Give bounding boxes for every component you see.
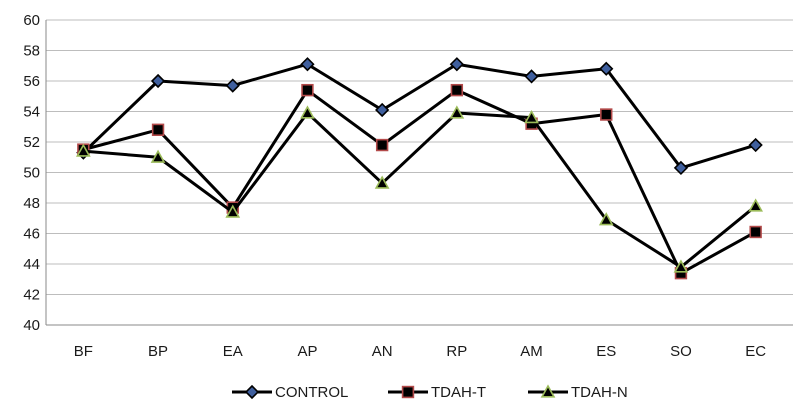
legend-item-control: CONTROL: [232, 384, 348, 401]
x-tick-label-am: AM: [520, 343, 543, 360]
legend-label-control: CONTROL: [275, 384, 348, 401]
y-tick-label: 60: [23, 12, 40, 29]
x-tick-label-es: ES: [596, 343, 616, 360]
series-group: [75, 57, 764, 280]
series-line-tdah-t: [82, 88, 757, 275]
y-tick-label: 56: [23, 73, 40, 90]
y-axis-ticks: 40 42 44 46 48 50 52 54 56 58 60: [23, 12, 40, 334]
data-point-tdah-t-ec: [749, 225, 762, 239]
data-point-control-es: [599, 61, 614, 76]
legend: CONTROL TDAH-T TDAH-N: [232, 384, 628, 401]
x-tick-label-ec: EC: [745, 343, 766, 360]
data-point-tdah-n-ec: [748, 198, 764, 212]
data-point-tdah-t-ap: [301, 83, 314, 97]
data-point-control-bp: [150, 73, 166, 89]
y-tick-label: 48: [23, 195, 40, 212]
x-tick-label-so: SO: [670, 343, 692, 360]
legend-marker-tdah-t: [401, 385, 415, 399]
y-tick-label: 42: [23, 287, 40, 304]
data-point-tdah-n-bf: [75, 143, 91, 157]
data-point-control-so: [673, 160, 689, 176]
y-tick-label: 52: [23, 134, 40, 151]
y-tick-label: 58: [23, 43, 40, 60]
data-point-tdah-n-ap: [300, 105, 315, 119]
y-tick-label: 40: [23, 317, 40, 334]
x-tick-label-rp: RP: [446, 343, 467, 360]
y-tick-label: 46: [23, 226, 40, 243]
x-tick-label-ea: EA: [223, 343, 243, 360]
data-point-tdah-n-am: [524, 109, 539, 124]
series-line-control: [82, 62, 757, 170]
data-point-control-an: [375, 102, 390, 118]
data-point-control-ec: [748, 137, 763, 153]
y-tick-label: 44: [23, 256, 40, 273]
series-tdah-t: [77, 83, 762, 280]
x-tick-label-bp: BP: [148, 343, 168, 360]
legend-label-tdah-t: TDAH-T: [431, 384, 486, 401]
data-point-tdah-n-so: [673, 259, 689, 273]
data-point-tdah-t-rp: [450, 83, 464, 97]
data-point-tdah-n-bp: [150, 149, 166, 163]
data-point-control-ap: [300, 57, 315, 72]
series-line-tdah-n: [83, 111, 757, 269]
data-point-tdah-n-an: [374, 175, 390, 189]
data-point-control-ea: [225, 78, 240, 93]
y-tick-label: 54: [23, 104, 40, 121]
legend-item-tdah-t: TDAH-T: [388, 384, 486, 401]
data-point-tdah-n-ea: [225, 204, 241, 218]
legend-item-tdah-n: TDAH-N: [528, 384, 628, 401]
legend-marker-tdah-n: [540, 384, 556, 398]
data-point-tdah-t-es: [600, 108, 613, 121]
data-point-tdah-t-bp: [151, 123, 165, 137]
x-tick-label-an: AN: [372, 343, 393, 360]
x-tick-label-bf: BF: [74, 343, 93, 360]
x-axis-ticks: BF BP EA AP AN RP AM ES SO EC: [74, 343, 766, 360]
x-tick-label-ap: AP: [297, 343, 317, 360]
y-tick-label: 50: [23, 165, 40, 182]
data-point-control-am: [524, 69, 539, 84]
legend-label-tdah-n: TDAH-N: [571, 384, 628, 401]
data-point-tdah-n-es: [598, 212, 614, 226]
legend-marker-control: [244, 384, 260, 400]
data-point-tdah-t-an: [375, 138, 389, 152]
data-point-control-rp: [449, 57, 464, 72]
gridlines: [45, 19, 793, 326]
data-point-tdah-n-rp: [449, 105, 465, 119]
series-tdah-n: [75, 105, 764, 273]
